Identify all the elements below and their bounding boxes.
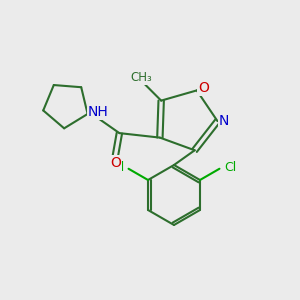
Text: NH: NH (88, 105, 109, 119)
Text: O: O (198, 81, 209, 95)
Text: Cl: Cl (112, 161, 124, 174)
Text: N: N (219, 114, 229, 128)
Text: Cl: Cl (224, 161, 236, 174)
Text: O: O (110, 156, 121, 170)
Text: CH₃: CH₃ (131, 71, 152, 84)
